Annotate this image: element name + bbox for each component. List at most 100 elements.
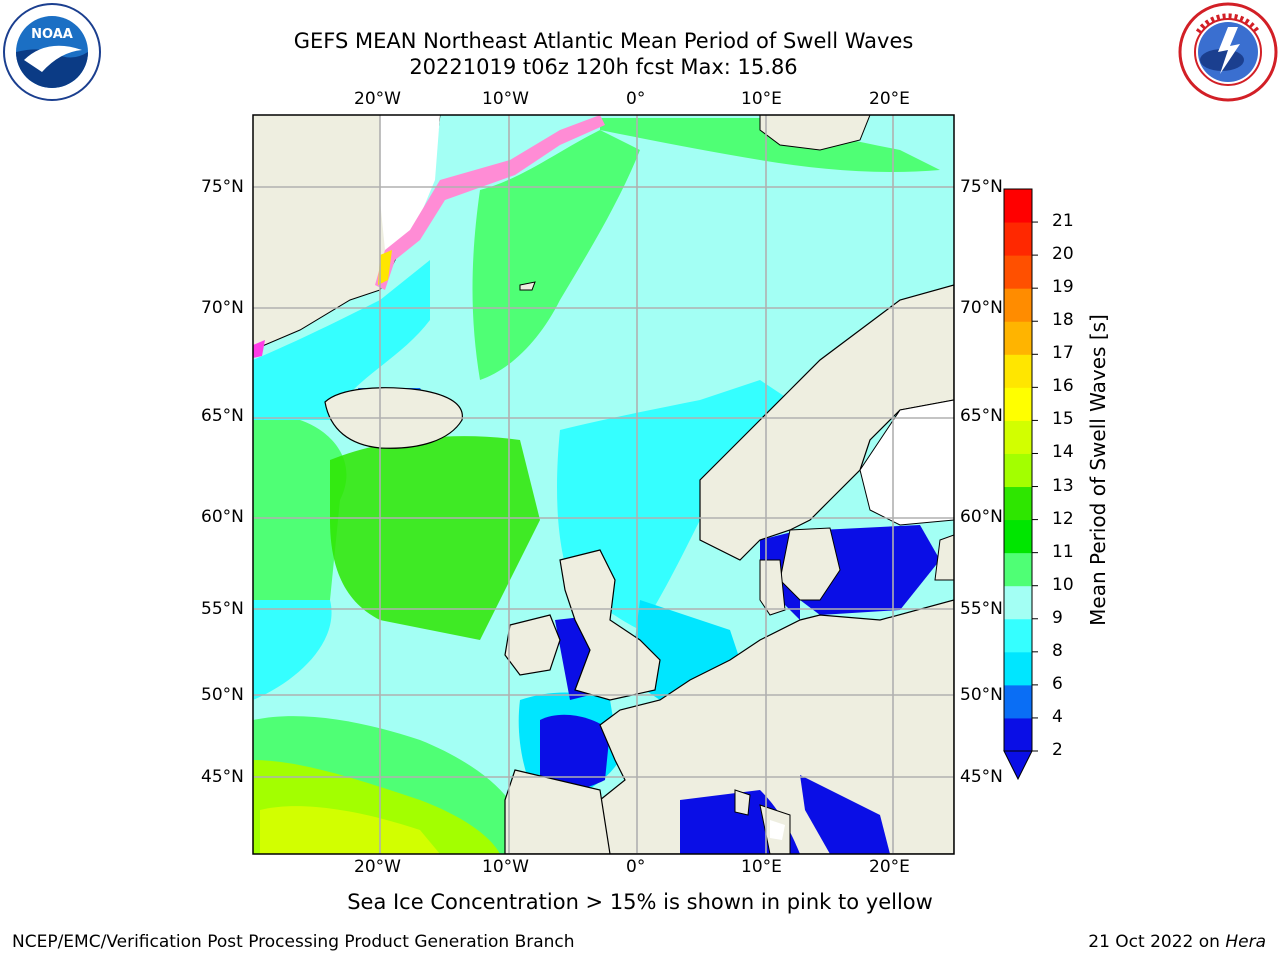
colorbar-swatch	[1004, 684, 1032, 719]
finland-land	[934, 534, 954, 581]
greenland-ice	[380, 115, 440, 250]
lat-tick-left-45n: 45°N	[201, 767, 244, 787]
graticule	[253, 115, 954, 854]
swell-band-green-west	[253, 420, 347, 650]
colorbar-tick-label: 6	[1052, 673, 1063, 694]
iberia-land	[504, 769, 611, 854]
colorbar-tick-label: 16	[1052, 376, 1074, 397]
colorbar-swatch	[1004, 321, 1032, 355]
colorbar-tick-label: 9	[1052, 607, 1063, 628]
colorbar-swatch	[1004, 255, 1032, 289]
colorbar-extend-arrow	[1003, 750, 1033, 781]
lat-tick-right-55n: 55°N	[960, 599, 1003, 619]
nws-logo	[1178, 2, 1278, 102]
colorbar-swatch	[1004, 387, 1032, 421]
swell-band-yellow-southwest	[260, 806, 440, 854]
swell-band-cyan-north	[253, 260, 430, 420]
colorbar-tick-label: 11	[1052, 541, 1074, 562]
colorbar-swatch	[1004, 222, 1032, 256]
swell-band-biscay-blue	[540, 714, 610, 795]
colorbar-tick-label: 13	[1052, 475, 1074, 496]
great-britain-land	[559, 549, 661, 701]
sea-ice-caption: Sea Ice Concentration > 15% is shown in …	[347, 890, 933, 914]
lon-tick-top-10e: 10°E	[741, 89, 782, 109]
noaa-logo-text: NOAA	[31, 27, 73, 42]
colorbar-tick-label: 21	[1052, 211, 1074, 232]
lat-tick-right-45n: 45°N	[960, 767, 1003, 787]
svalbard-land	[759, 115, 871, 151]
swell-band-green-barents	[600, 118, 940, 172]
lon-tick-top-20w: 20°W	[354, 89, 401, 109]
lat-tick-left-60n: 60°N	[201, 507, 244, 527]
lat-tick-left-55n: 55°N	[201, 599, 244, 619]
colorbar-swatch	[1004, 189, 1032, 223]
lat-tick-left-70n: 70°N	[201, 298, 244, 318]
med-ice-patch	[770, 820, 785, 840]
colorbar-tick-label: 20	[1052, 244, 1074, 265]
lat-tick-right-75n: 75°N	[960, 177, 1003, 197]
lon-tick-bottom-10e: 10°E	[741, 857, 782, 877]
colorbar-tick-label: 10	[1052, 574, 1074, 595]
swell-band-green-central	[330, 436, 540, 640]
colorbar-tick-label: 8	[1052, 640, 1063, 661]
colorbar	[1003, 188, 1038, 781]
footer-host: Hera	[1225, 932, 1266, 952]
map-area	[253, 115, 954, 854]
colorbar-swatch	[1004, 486, 1032, 521]
lat-tick-left-65n: 65°N	[201, 406, 244, 426]
lat-tick-left-50n: 50°N	[201, 685, 244, 705]
lat-tick-right-50n: 50°N	[960, 685, 1003, 705]
lon-tick-bottom-10w: 10°W	[482, 857, 529, 877]
colorbar-swatch	[1004, 651, 1032, 686]
footer-date-text: 21 Oct 2022 on	[1088, 932, 1220, 952]
colorbar-tick-label: 14	[1052, 442, 1074, 463]
lon-tick-top-10w: 10°W	[482, 89, 529, 109]
lat-tick-right-65n: 65°N	[960, 406, 1003, 426]
colorbar-label: Mean Period of Swell Waves [s]	[1086, 314, 1110, 626]
lon-tick-bottom-0: 0°	[626, 857, 646, 877]
noaa-logo: NOAA	[2, 2, 102, 102]
swell-band-cyan-west	[253, 600, 332, 700]
swell-band-green-north	[472, 130, 640, 380]
colorbar-tick-label: 15	[1052, 409, 1074, 430]
colorbar-tick-label: 2	[1052, 740, 1063, 760]
ireland-land	[504, 614, 561, 676]
lat-tick-right-70n: 70°N	[960, 298, 1003, 318]
colorbar-swatch	[1004, 618, 1032, 653]
colorbar-tick-label: 18	[1052, 310, 1074, 331]
colorbar-tick-label: 12	[1052, 508, 1074, 529]
gulf-of-bothnia-ice	[859, 399, 954, 526]
colorbar-swatch	[1004, 717, 1032, 752]
swell-band-cyan-north-sea	[557, 380, 790, 630]
lat-tick-right-60n: 60°N	[960, 507, 1003, 527]
colorbar-swatch	[1004, 420, 1032, 454]
colorbar-frame	[1003, 188, 1033, 752]
colorbar-swatch	[1004, 453, 1032, 488]
colorbar-swatch	[1004, 585, 1032, 620]
footer-credit: NCEP/EMC/Verification Post Processing Pr…	[12, 932, 575, 952]
colorbar-tick-label: 19	[1052, 277, 1074, 298]
norway-land	[699, 284, 954, 561]
lon-tick-top-20e: 20°E	[869, 89, 910, 109]
sea-ice-yellow	[378, 250, 392, 285]
colorbar-tick-label: 17	[1052, 343, 1074, 364]
map-subtitle: 20221019 t06z 120h fcst Max: 15.86	[409, 55, 798, 79]
colorbar-tick-label: 4	[1052, 706, 1063, 727]
lat-tick-left-75n: 75°N	[201, 177, 244, 197]
colorbar-swatch	[1004, 519, 1032, 554]
sea-ice-edge	[375, 115, 605, 290]
colorbar-swatch	[1004, 552, 1032, 587]
lon-tick-bottom-20w: 20°W	[354, 857, 401, 877]
colorbar-swatch	[1004, 288, 1032, 322]
lon-tick-top-0: 0°	[626, 89, 646, 109]
map-frame	[252, 114, 955, 855]
lon-tick-bottom-20e: 20°E	[869, 857, 910, 877]
sea-ice-pink-west	[253, 340, 265, 358]
map-title: GEFS MEAN Northeast Atlantic Mean Period…	[293, 29, 914, 53]
colorbar-swatch	[1004, 354, 1032, 388]
jan-mayen-land	[519, 281, 536, 291]
adriatic-water	[800, 775, 890, 854]
footer-date: 21 Oct 2022 on Hera	[1088, 932, 1266, 952]
corsica-land	[734, 789, 751, 816]
